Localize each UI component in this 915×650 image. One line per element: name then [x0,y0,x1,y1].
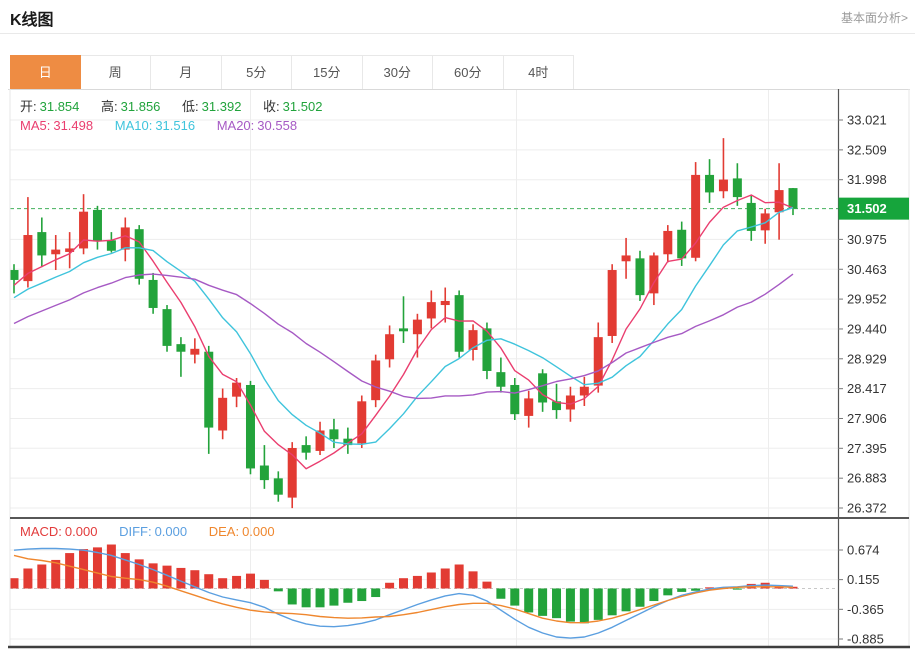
tab-15min[interactable]: 15分 [292,55,363,89]
svg-text:27.395: 27.395 [847,441,887,456]
macd-readout: MACD: 0.000 DIFF: 0.000 DEA: 0.000 [20,524,278,539]
ma20-label: MA20: [216,118,255,133]
tab-4hour[interactable]: 4时 [503,55,574,89]
ma10-value: 31.516 [155,118,196,133]
tab-month[interactable]: 月 [151,55,222,89]
ma20-value: 30.558 [257,118,298,133]
svg-text:30.975: 30.975 [847,232,887,247]
widget-header: K线图 基本面分析> [0,0,915,34]
svg-text:30.463: 30.463 [847,262,887,277]
tab-60min[interactable]: 60分 [433,55,504,89]
current-price-tag: 31.502 [847,201,887,216]
diff-label: DIFF: [119,524,152,539]
svg-text:28.929: 28.929 [847,351,887,366]
high-value: 31.856 [120,99,161,114]
dea-label: DEA: [208,524,240,539]
tab-day[interactable]: 日 [10,55,81,89]
fundamental-analysis-link[interactable]: 基本面分析> [840,11,908,25]
open-value: 31.854 [39,99,80,114]
open-label: 开: [20,99,37,114]
svg-text:32.509: 32.509 [847,142,887,157]
high-label: 高: [101,99,118,114]
close-value: 31.502 [282,99,323,114]
svg-text:0.155: 0.155 [847,572,880,587]
svg-text:-0.885: -0.885 [847,632,884,647]
diff-value: 0.000 [154,524,188,539]
svg-text:26.883: 26.883 [847,471,887,486]
svg-text:31.998: 31.998 [847,172,887,187]
dea-value: 0.000 [242,524,275,539]
svg-text:27.906: 27.906 [847,411,887,426]
svg-text:-0.365: -0.365 [847,602,884,617]
ma5-label: MA5: [20,118,51,133]
ma-readout: MA5: 31.498 MA10: 31.516 MA20: 30.558 [20,118,300,133]
svg-text:29.952: 29.952 [847,292,887,307]
svg-text:33.021: 33.021 [847,113,887,128]
svg-text:0.674: 0.674 [847,543,880,558]
svg-text:26.372: 26.372 [847,501,887,516]
tab-30min[interactable]: 30分 [362,55,433,89]
ohlc-readout: 开: 31.854 高: 31.856 低: 31.392 收: 31.502 [20,96,325,115]
tab-5min[interactable]: 5分 [221,55,292,89]
page-title: K线图 [10,12,54,29]
close-label: 收: [263,99,280,114]
macd-label: MACD: [20,524,62,539]
period-tabs: 日 周 月 5分 15分 30分 60分 4时 [10,55,574,89]
low-value: 31.392 [201,99,242,114]
ma5-value: 31.498 [53,118,94,133]
low-label: 低: [182,99,199,114]
tab-week[interactable]: 周 [80,55,151,89]
svg-text:29.440: 29.440 [847,321,887,336]
ma10-label: MA10: [114,118,153,133]
macd-value: 0.000 [64,524,98,539]
svg-text:28.417: 28.417 [847,381,887,396]
